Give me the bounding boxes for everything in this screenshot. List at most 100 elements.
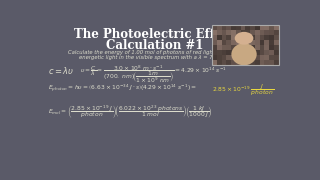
- Text: Calculate the energy of 1.00 mol of photons of red light, the least: Calculate the energy of 1.00 mol of phot…: [68, 50, 241, 55]
- Bar: [274, 30, 279, 35]
- Bar: [274, 60, 279, 66]
- Ellipse shape: [231, 43, 257, 65]
- Bar: [226, 30, 231, 35]
- Bar: [212, 35, 217, 40]
- Bar: [212, 25, 217, 30]
- Bar: [274, 25, 279, 30]
- Bar: [236, 35, 241, 40]
- Bar: [255, 40, 260, 46]
- Bar: [264, 25, 269, 30]
- Bar: [231, 40, 236, 46]
- Bar: [255, 55, 260, 60]
- Bar: [245, 60, 250, 66]
- Bar: [255, 25, 260, 30]
- Bar: [221, 30, 226, 35]
- Bar: [250, 30, 255, 35]
- Bar: [269, 46, 274, 50]
- Bar: [264, 46, 269, 50]
- Bar: [255, 46, 260, 50]
- Bar: [217, 50, 221, 55]
- Bar: [241, 46, 245, 50]
- Text: $E_{photon}=h\upsilon=\left(6.63\times10^{-34}\;J\cdot s\right)\!\left(4.29\time: $E_{photon}=h\upsilon=\left(6.63\times10…: [48, 82, 197, 94]
- Bar: [231, 46, 236, 50]
- Text: $2.85\times10^{-19}\;\dfrac{J}{photon}$: $2.85\times10^{-19}\;\dfrac{J}{photon}$: [212, 82, 274, 98]
- Bar: [255, 50, 260, 55]
- Bar: [260, 60, 264, 66]
- Bar: [269, 60, 274, 66]
- Bar: [226, 55, 231, 60]
- Bar: [212, 30, 217, 35]
- Bar: [217, 40, 221, 46]
- Text: The Photoelectric Effect: The Photoelectric Effect: [74, 28, 235, 41]
- Bar: [236, 40, 241, 46]
- Bar: [212, 50, 217, 55]
- Bar: [264, 30, 269, 35]
- Bar: [245, 55, 250, 60]
- Bar: [264, 55, 269, 60]
- Bar: [250, 25, 255, 30]
- Bar: [250, 55, 255, 60]
- Bar: [236, 50, 241, 55]
- Bar: [221, 25, 226, 30]
- Bar: [274, 50, 279, 55]
- Bar: [260, 30, 264, 35]
- Bar: [231, 60, 236, 66]
- Bar: [264, 40, 269, 46]
- Bar: [260, 25, 264, 30]
- Bar: [231, 50, 236, 55]
- Bar: [274, 35, 279, 40]
- Bar: [226, 46, 231, 50]
- Bar: [217, 30, 221, 35]
- Bar: [241, 60, 245, 66]
- Bar: [236, 46, 241, 50]
- Bar: [221, 60, 226, 66]
- Bar: [217, 46, 221, 50]
- Bar: [231, 25, 236, 30]
- Bar: [241, 25, 245, 30]
- Text: energetic light in the visible spectrum with a λ = 700. nm: energetic light in the visible spectrum …: [79, 55, 231, 60]
- Bar: [241, 55, 245, 60]
- Bar: [269, 55, 274, 60]
- Text: $\upsilon=\dfrac{C}{\lambda}=\dfrac{3.0\times10^{8}\;m\cdot s^{-1}}{\left(700.\;: $\upsilon=\dfrac{C}{\lambda}=\dfrac{3.0\…: [80, 63, 227, 85]
- Bar: [236, 30, 241, 35]
- Bar: [250, 40, 255, 46]
- Bar: [221, 40, 226, 46]
- Bar: [274, 40, 279, 46]
- Bar: [226, 60, 231, 66]
- Bar: [226, 25, 231, 30]
- Bar: [231, 30, 236, 35]
- Bar: [260, 46, 264, 50]
- Bar: [245, 46, 250, 50]
- Bar: [231, 35, 236, 40]
- Text: $c=\lambda\upsilon$: $c=\lambda\upsilon$: [48, 65, 74, 76]
- Bar: [245, 35, 250, 40]
- Bar: [264, 35, 269, 40]
- Bar: [231, 55, 236, 60]
- Bar: [269, 40, 274, 46]
- Bar: [212, 25, 279, 66]
- Bar: [221, 46, 226, 50]
- Bar: [236, 25, 241, 30]
- Bar: [245, 25, 250, 30]
- Bar: [212, 46, 217, 50]
- Bar: [269, 25, 274, 30]
- Bar: [245, 50, 250, 55]
- Bar: [269, 50, 274, 55]
- Bar: [212, 55, 217, 60]
- Bar: [260, 50, 264, 55]
- Bar: [250, 60, 255, 66]
- Bar: [212, 40, 217, 46]
- Bar: [241, 50, 245, 55]
- Bar: [212, 60, 217, 66]
- Bar: [226, 35, 231, 40]
- Bar: [255, 30, 260, 35]
- Bar: [217, 25, 221, 30]
- Bar: [250, 35, 255, 40]
- Bar: [264, 50, 269, 55]
- Bar: [264, 60, 269, 66]
- Bar: [221, 35, 226, 40]
- Bar: [274, 55, 279, 60]
- Bar: [255, 35, 260, 40]
- Bar: [250, 46, 255, 50]
- Bar: [217, 55, 221, 60]
